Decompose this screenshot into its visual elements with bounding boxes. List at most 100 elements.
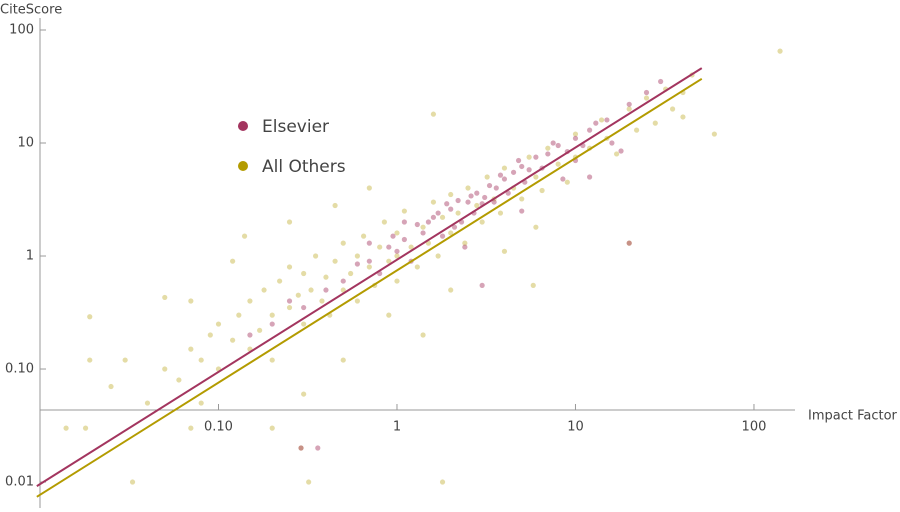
point (572, 135, 579, 141)
point (451, 224, 458, 230)
point (465, 185, 471, 191)
point (269, 425, 275, 431)
point (614, 151, 620, 157)
point (609, 140, 615, 146)
point (122, 357, 128, 363)
point (626, 101, 632, 107)
point (298, 445, 304, 451)
point (381, 219, 387, 225)
series-points (247, 78, 664, 451)
point (354, 298, 360, 304)
point (564, 179, 570, 185)
point (301, 270, 307, 277)
legend-marker (238, 121, 248, 131)
point (269, 357, 275, 363)
y-axis-label: CiteScore (0, 3, 62, 18)
point (377, 244, 383, 250)
point (448, 287, 454, 293)
point (430, 214, 437, 220)
point (455, 197, 461, 204)
point (129, 479, 136, 485)
x-tick-label: 100 (742, 420, 767, 435)
point (468, 193, 474, 199)
point (633, 127, 640, 133)
point (604, 117, 610, 123)
point (348, 270, 354, 277)
point (269, 312, 275, 318)
point (474, 202, 480, 209)
point (545, 151, 551, 157)
point (340, 240, 346, 246)
point (332, 258, 338, 264)
point (386, 312, 392, 318)
point (408, 244, 414, 250)
point (198, 357, 204, 363)
point (545, 145, 551, 151)
point (455, 210, 461, 216)
point (526, 167, 532, 173)
point (230, 337, 236, 343)
point (386, 244, 392, 250)
point (360, 233, 367, 239)
point (486, 182, 493, 189)
point (286, 298, 293, 304)
point (87, 357, 93, 363)
point (526, 154, 532, 160)
point (162, 366, 168, 372)
point (501, 248, 508, 254)
point (323, 274, 329, 280)
point (539, 187, 545, 194)
y-tick-label: 0.10 (5, 362, 34, 377)
point (598, 117, 605, 123)
point (394, 253, 400, 259)
point (505, 190, 511, 196)
point (465, 199, 471, 205)
point (474, 190, 480, 196)
point (425, 219, 432, 225)
series-points (63, 48, 783, 485)
point (298, 445, 304, 451)
legend-label: Elsevier (262, 117, 329, 137)
point (401, 236, 407, 243)
point (308, 287, 314, 293)
point (215, 321, 222, 327)
point (643, 89, 650, 96)
point (247, 332, 253, 338)
point (323, 287, 329, 293)
point (230, 258, 236, 264)
point (301, 391, 307, 397)
point (315, 445, 321, 451)
point (519, 196, 525, 202)
point (519, 208, 525, 214)
point (319, 298, 325, 304)
point (207, 332, 213, 338)
point (439, 479, 446, 485)
point (188, 298, 194, 304)
point (448, 230, 454, 236)
point (658, 78, 664, 85)
point (340, 357, 346, 363)
point (176, 377, 182, 383)
point (491, 199, 497, 205)
point (448, 206, 454, 212)
point (87, 314, 93, 320)
point (286, 219, 293, 225)
y-tick-label: 10 (17, 136, 34, 151)
point (519, 163, 525, 170)
point (332, 202, 338, 209)
point (560, 176, 566, 182)
point (497, 210, 504, 216)
x-tick-label: 10 (567, 420, 584, 435)
point (530, 282, 536, 288)
point (435, 253, 441, 259)
point (301, 321, 307, 327)
point (482, 194, 488, 201)
point (711, 131, 717, 137)
y-tick-label: 100 (9, 22, 34, 37)
point (533, 174, 539, 180)
point (555, 161, 561, 167)
point (313, 253, 319, 259)
point (414, 221, 420, 228)
point (420, 332, 426, 338)
